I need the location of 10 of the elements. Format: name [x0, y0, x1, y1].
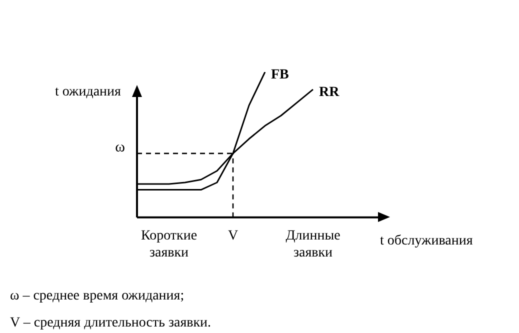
- x-tick-label: Короткие заявки: [140, 228, 198, 260]
- x-tick-label: Длинные заявки: [286, 228, 340, 260]
- text: V – средняя длительность заявки.: [10, 316, 212, 331]
- series-label: RR: [319, 85, 340, 100]
- x-tick-label: V: [228, 228, 238, 244]
- y-axis-title: t ожидания: [55, 84, 122, 100]
- ref-line-label: ω: [115, 139, 126, 156]
- x-axis-title: t обслуживания: [380, 234, 474, 249]
- text: ω – среднее время ожидания;: [10, 288, 184, 304]
- series-label: FB: [271, 68, 289, 83]
